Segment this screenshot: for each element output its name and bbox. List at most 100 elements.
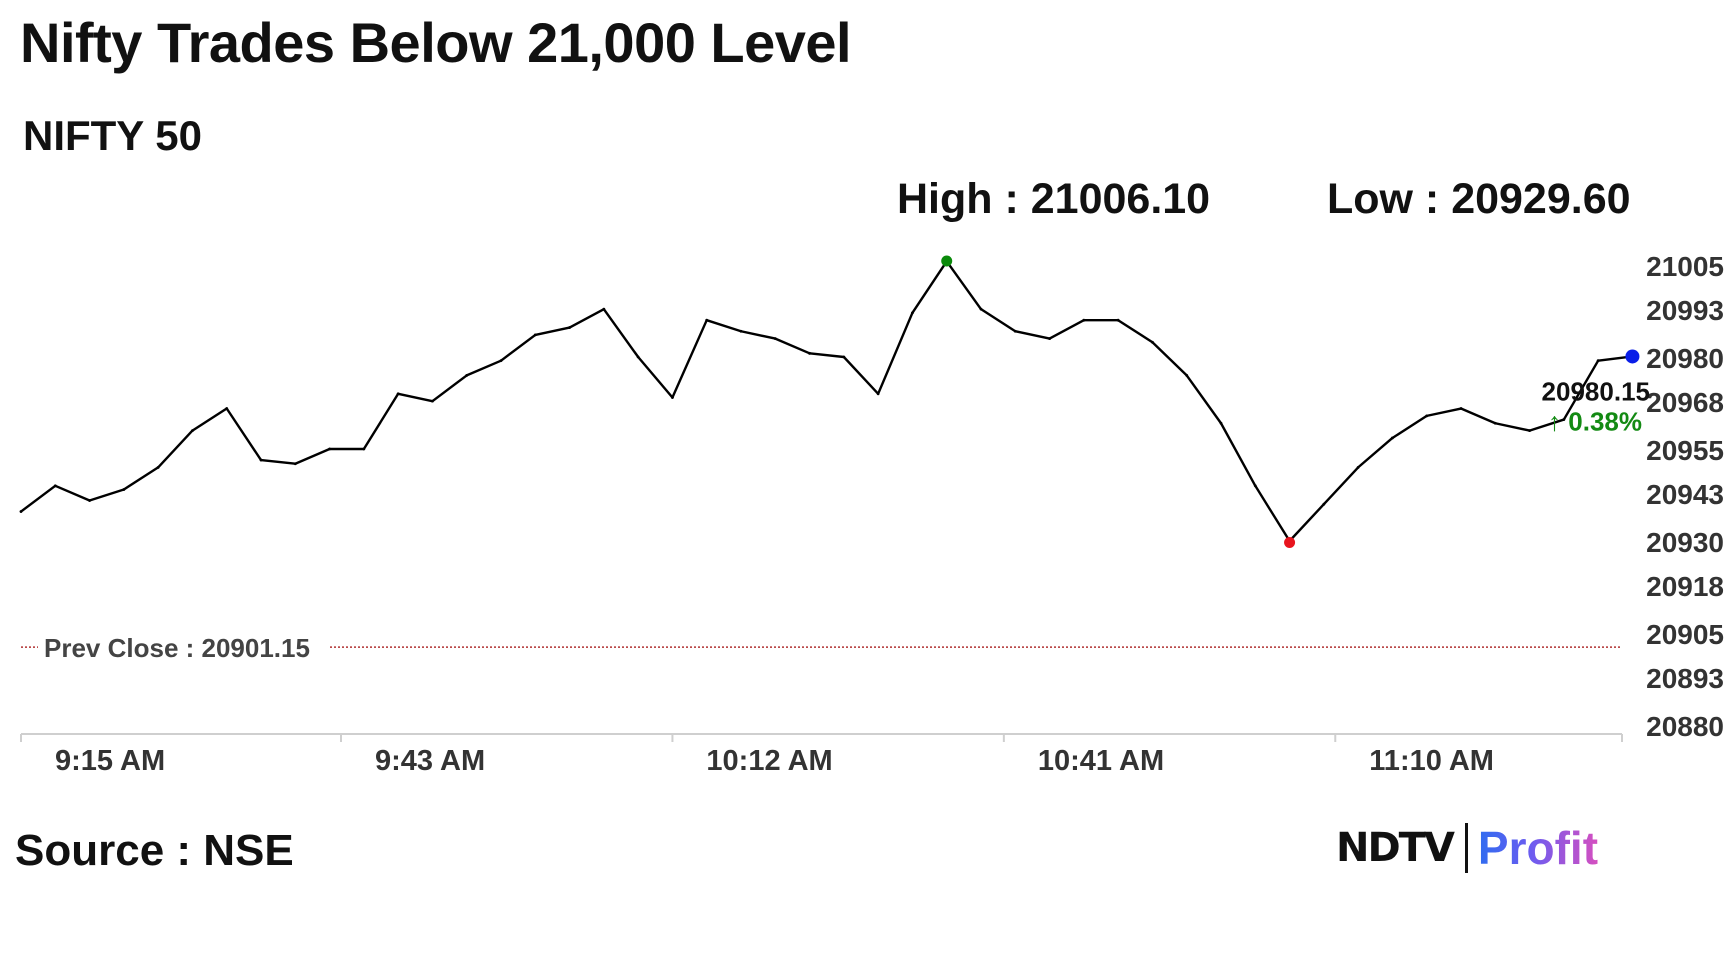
- price-segment: [1288, 503, 1326, 543]
- price-segment: [1014, 330, 1051, 340]
- y-tick-label: 20880: [1646, 711, 1724, 742]
- price-segment: [636, 355, 674, 399]
- price-point: [1151, 340, 1154, 344]
- y-tick-label: 20993: [1646, 295, 1724, 326]
- price-point: [1391, 436, 1394, 440]
- price-point: [1562, 418, 1566, 421]
- price-point: [431, 399, 434, 403]
- price-segment: [1528, 418, 1566, 432]
- price-point: [88, 499, 91, 502]
- price-segment: [19, 484, 57, 513]
- price-point: [1048, 337, 1051, 340]
- logo-divider: [1464, 823, 1468, 873]
- y-tick-label: 20968: [1646, 387, 1724, 418]
- logo-profit: Profit: [1477, 822, 1599, 874]
- x-tick-label: 11:10 AM: [1369, 745, 1494, 777]
- chart-title: Nifty Trades Below 21,000 Level: [20, 11, 852, 74]
- price-point: [773, 337, 777, 340]
- price-point: [293, 462, 297, 466]
- price-segment: [156, 429, 194, 469]
- price-point: [122, 488, 126, 491]
- x-axis: 9:15 AM 9:43 AM 10:12 AM 10:41 AM 11:10 AM: [20, 733, 1623, 777]
- y-tick-label: 21005: [1646, 251, 1724, 282]
- price-segment: [191, 407, 228, 432]
- price-segment: [911, 260, 948, 315]
- day-high: High : 21006.10: [897, 175, 1211, 223]
- price-segment: [499, 333, 537, 362]
- price-segment: [396, 392, 434, 403]
- price-point: [225, 407, 229, 410]
- price-point: [1356, 466, 1360, 469]
- price-series: [19, 259, 1634, 543]
- price-point: [911, 311, 914, 315]
- price-point: [1596, 359, 1600, 363]
- price-segment: [431, 374, 468, 403]
- price-point: [1322, 502, 1326, 506]
- x-tick-label: 10:41 AM: [1038, 745, 1164, 777]
- price-segment: [979, 307, 1017, 333]
- price-point: [1185, 374, 1189, 377]
- source-note: Source : NSE: [15, 826, 294, 875]
- price-chart: 21005 20993 20980 20968 20955 20943 20930 20918…: [19, 251, 1724, 777]
- price-segment: [1356, 436, 1394, 469]
- last-price-label: 20980.15: [1542, 376, 1650, 406]
- y-tick-label: 20905: [1646, 619, 1724, 650]
- price-point: [533, 333, 537, 337]
- day-low: Low : 20929.60: [1327, 175, 1631, 223]
- price-point: [53, 484, 57, 488]
- last-price-marker: [1625, 349, 1640, 364]
- index-name: NIFTY 50: [23, 112, 202, 159]
- price-segment: [568, 307, 606, 329]
- price-segment: [1459, 407, 1497, 425]
- price-segment: [671, 319, 708, 399]
- price-segment: [1048, 319, 1086, 340]
- price-point: [1493, 421, 1497, 425]
- price-segment: [259, 458, 297, 465]
- x-tick-label: 10:12 AM: [706, 745, 832, 777]
- price-point: [499, 359, 503, 363]
- y-axis: 21005 20993 20980 20968 20955 20943 20930 20918…: [1646, 251, 1724, 742]
- price-point: [568, 326, 571, 329]
- price-point: [739, 329, 743, 333]
- ndtv-profit-logo: NDTV Profit: [1336, 820, 1598, 876]
- price-segment: [294, 447, 331, 465]
- price-segment: [808, 352, 846, 359]
- price-point: [259, 458, 263, 462]
- day-low-marker: [1284, 536, 1296, 548]
- price-segment: [705, 319, 743, 333]
- price-point: [808, 351, 811, 355]
- price-point: [1082, 318, 1086, 322]
- price-segment: [1391, 414, 1428, 440]
- price-point: [705, 318, 709, 322]
- price-segment: [602, 307, 640, 359]
- price-point: [1219, 421, 1223, 425]
- price-segment: [1254, 484, 1291, 543]
- price-segment: [54, 484, 91, 502]
- price-point: [1013, 329, 1017, 333]
- price-point: [19, 510, 23, 513]
- price-point: [1253, 484, 1257, 488]
- price-segment: [1425, 407, 1463, 418]
- logo-ndtv: NDTV: [1336, 825, 1455, 871]
- price-segment: [465, 359, 503, 377]
- price-point: [465, 374, 469, 377]
- price-segment: [88, 488, 126, 502]
- price-point: [191, 429, 194, 432]
- price-point: [328, 447, 331, 451]
- y-tick-label: 20943: [1646, 479, 1724, 510]
- price-point: [636, 355, 640, 359]
- price-segment: [842, 355, 880, 395]
- price-point: [396, 392, 400, 396]
- price-point: [362, 447, 366, 451]
- x-tick-label: 9:43 AM: [375, 745, 485, 777]
- prev-close-label: Prev Close : 20901.15: [44, 633, 310, 663]
- x-tick-label: 9:15 AM: [55, 745, 165, 777]
- price-segment: [1185, 374, 1223, 425]
- y-tick-label: 20918: [1646, 571, 1724, 602]
- price-point: [876, 392, 880, 396]
- price-point: [1459, 407, 1463, 410]
- price-segment: [122, 466, 160, 491]
- day-high-marker: [941, 255, 953, 267]
- price-point: [1528, 429, 1531, 432]
- prev-close-line: Prev Close : 20901.15: [21, 633, 1622, 663]
